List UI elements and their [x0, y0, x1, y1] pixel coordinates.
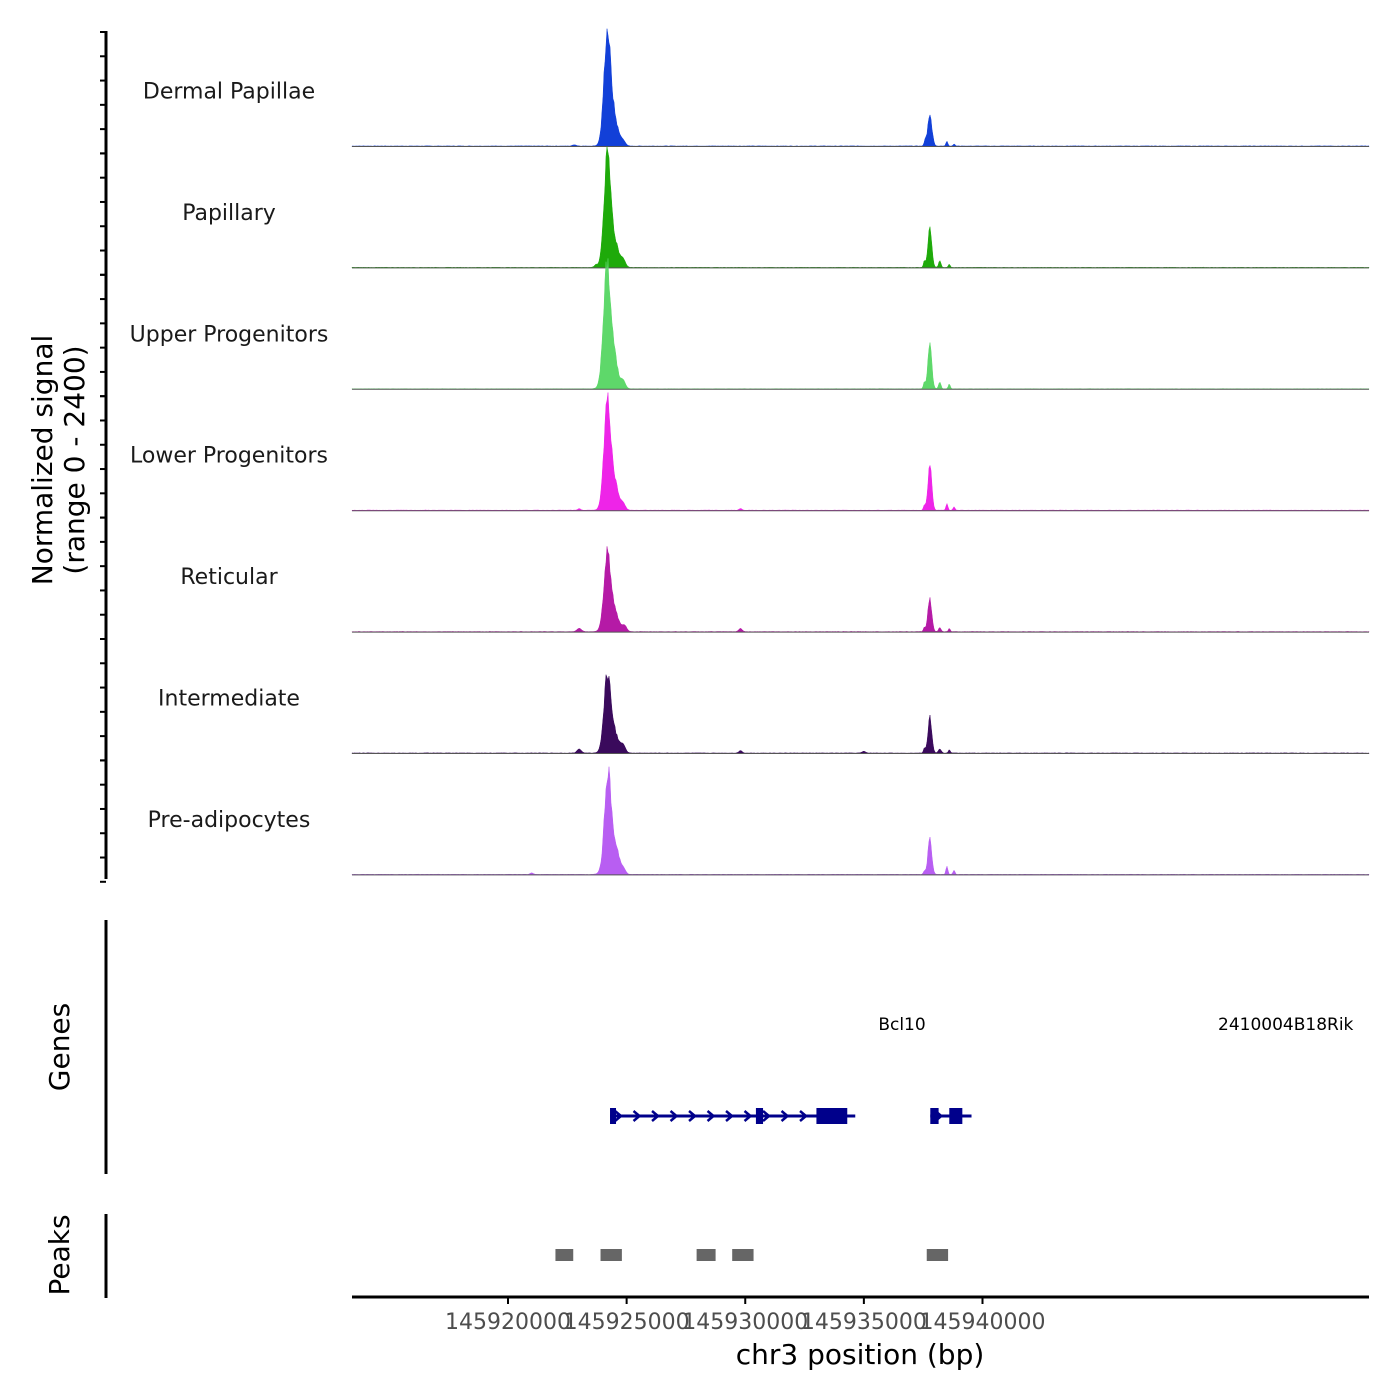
signal-tracks: Dermal Papillae Papillary Upper Progenitor… [130, 28, 1370, 876]
track-papillary: Papillary [182, 146, 1370, 269]
gene-exon [930, 1108, 939, 1124]
gene-strand-chevron [614, 1110, 623, 1122]
gene-2410004b18rik: 2410004B18Rik [930, 1015, 1354, 1124]
gene-strand-chevron [799, 1110, 808, 1122]
gene-label: 2410004B18Rik [1218, 1015, 1354, 1035]
gene-strand-chevron [706, 1110, 716, 1122]
track-label: Upper Progenitors [130, 322, 329, 347]
peaks-panel-label: Peaks [43, 1214, 76, 1295]
signal-axis-range-label: (range 0 - 2400) [58, 345, 91, 574]
peak-region [732, 1249, 754, 1261]
gene-strand-chevron [762, 1110, 771, 1122]
track-label: Reticular [180, 565, 278, 590]
gene-exon [755, 1108, 764, 1124]
gene-strand-chevron [688, 1110, 697, 1122]
track-signal-area [351, 146, 1370, 269]
signal-axis-label: Normalized signal [26, 335, 59, 586]
track-signal-area [351, 392, 1370, 511]
signal-axis-ticks [100, 31, 106, 883]
gene-strand-chevron [669, 1110, 679, 1122]
track-signal-area [351, 674, 1370, 754]
peak-regions [555, 1249, 949, 1261]
track-lower-progenitors: Lower Progenitors [130, 392, 1370, 512]
gene-strand-chevron [725, 1110, 734, 1122]
track-signal-area [351, 258, 1370, 390]
track-reticular: Reticular [180, 546, 1370, 633]
x-axis-ticks: 1459200001459250001459300001459350001459… [445, 1297, 1045, 1335]
peak-region [926, 1249, 949, 1261]
x-tick-label: 145935000 [801, 1310, 927, 1335]
track-signal-area [351, 28, 1370, 147]
gene-label: Bcl10 [878, 1015, 925, 1035]
x-tick-label: 145925000 [564, 1310, 690, 1335]
track-label: Dermal Papillae [143, 80, 315, 105]
track-pre-adipocytes: Pre-adipocytes [148, 766, 1370, 876]
gene-strand-chevron [632, 1110, 642, 1122]
track-intermediate: Intermediate [158, 674, 1370, 754]
x-tick-label: 145940000 [920, 1310, 1046, 1335]
x-axis-label: chr3 position (bp) [736, 1338, 985, 1371]
gene-bcl10: Bcl10 [610, 1015, 926, 1124]
track-signal-area [351, 766, 1370, 876]
gene-exon [949, 1108, 963, 1124]
gene-exon [816, 1108, 848, 1124]
track-label: Papillary [182, 201, 276, 226]
peak-region [555, 1249, 574, 1261]
track-label: Intermediate [158, 687, 300, 712]
x-tick-label: 145920000 [445, 1310, 571, 1335]
gene-strand-chevron [780, 1110, 790, 1122]
track-label: Pre-adipocytes [148, 808, 311, 833]
track-dermal-papillae: Dermal Papillae [143, 28, 1370, 147]
gene-exon [610, 1108, 617, 1124]
gene-annotations: Bcl10 2410004B18Rik [610, 1015, 1354, 1124]
peak-region [600, 1249, 622, 1261]
track-label: Lower Progenitors [130, 444, 328, 469]
genes-panel-label: Genes [43, 1003, 76, 1091]
peak-region [696, 1249, 716, 1261]
gene-strand-chevron [743, 1110, 753, 1122]
x-tick-label: 145930000 [682, 1310, 808, 1335]
gene-strand-chevron [651, 1110, 660, 1122]
track-signal-area [351, 546, 1370, 633]
track-upper-progenitors: Upper Progenitors [130, 258, 1370, 390]
